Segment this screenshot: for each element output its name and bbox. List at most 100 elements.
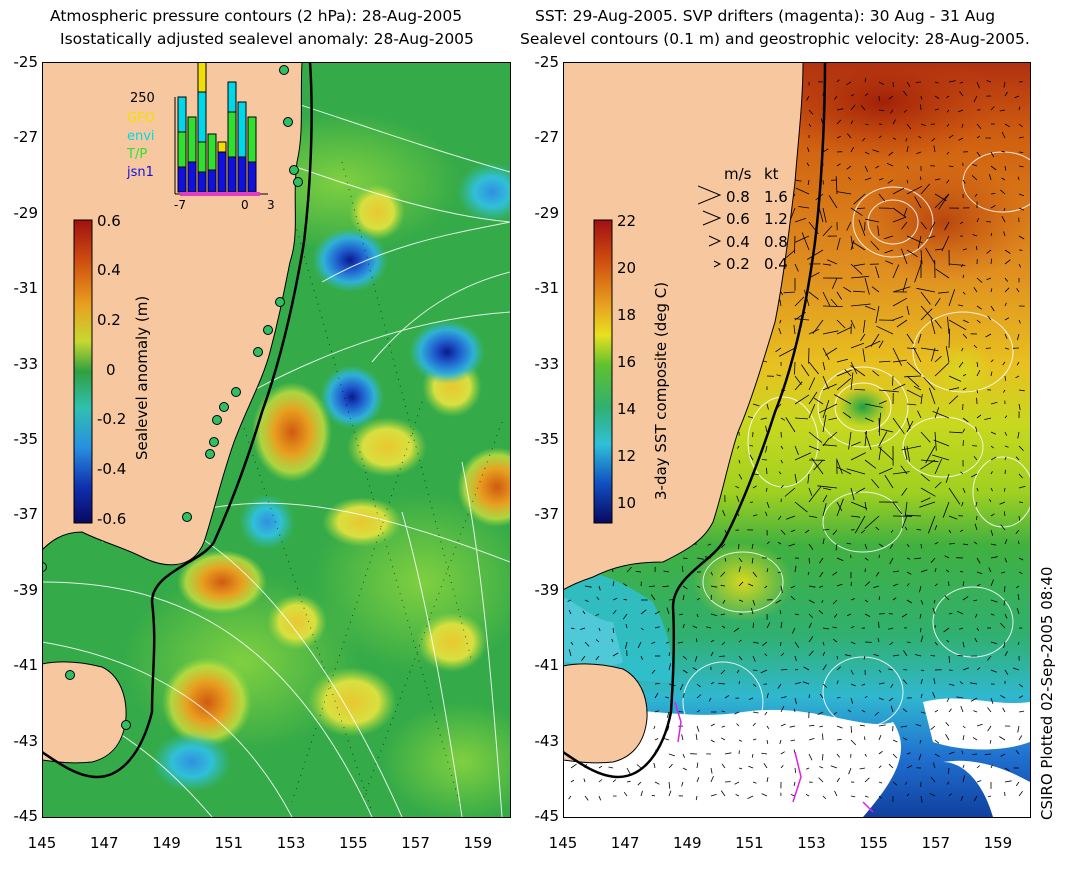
velocity-arrow	[962, 764, 965, 769]
velocity-arrow	[780, 765, 784, 769]
velocity-arrow	[900, 248, 908, 265]
velocity-arrow	[850, 319, 856, 329]
velocity-arrow	[914, 557, 922, 560]
velocity-arrow	[948, 375, 962, 382]
velocity-arrow	[933, 599, 936, 604]
lon-tick-label: 157	[921, 834, 951, 852]
velocity-arrow	[892, 739, 898, 743]
velocity-arrow	[822, 733, 824, 741]
velocity-arrow	[710, 775, 714, 783]
velocity-arrow	[654, 738, 659, 741]
velocity-arrow	[913, 385, 922, 391]
velocity-arrow	[976, 389, 978, 394]
velocity-arrow	[808, 487, 813, 496]
velocity-arrow	[990, 456, 997, 461]
velocity-arrow	[889, 543, 894, 549]
velocity-arrow	[779, 739, 782, 745]
velocity-arrow	[976, 780, 982, 783]
velocity-arrow	[836, 369, 852, 377]
velocity-arrow	[990, 764, 993, 769]
velocity-arrow	[860, 105, 866, 111]
velocity-arrow	[887, 179, 894, 184]
velocity-arrow	[976, 123, 982, 129]
velocity-arrow	[808, 557, 810, 564]
velocity-arrow	[640, 609, 647, 615]
velocity-arrow	[752, 403, 760, 407]
velocity-arrow	[848, 431, 852, 450]
velocity-arrow	[878, 135, 882, 139]
velocity-arrow	[654, 781, 660, 785]
velocity-arrow	[865, 218, 880, 223]
velocity-arrow	[682, 585, 688, 590]
velocity-arrow	[906, 752, 911, 755]
velocity-arrow	[874, 711, 880, 716]
velocity-arrow	[864, 599, 869, 603]
velocity-arrow	[765, 425, 768, 433]
velocity-arrow	[836, 466, 852, 475]
velocity-arrow	[761, 793, 768, 797]
velocity-arrow	[942, 501, 950, 518]
velocity-arrow	[974, 637, 978, 643]
velocity-arrow	[960, 471, 964, 475]
velocity-arrow	[948, 319, 967, 331]
lat-tick-label: -35	[13, 430, 39, 448]
lat-tick-label: -33	[13, 354, 39, 373]
velocity-arrow	[808, 650, 814, 657]
velocity-arrow	[803, 666, 810, 671]
velocity-arrow	[822, 179, 824, 185]
velocity-arrow	[920, 176, 922, 181]
velocity-arrow	[791, 627, 796, 634]
velocity-arrow	[668, 763, 673, 769]
velocity-arrow	[806, 249, 824, 260]
velocity-arrow	[892, 417, 905, 434]
velocity-arrow	[931, 137, 936, 142]
velocity-arrow	[846, 165, 852, 170]
velocity-arrow	[1004, 287, 1010, 293]
velocity-arrow	[892, 753, 898, 759]
velocity-arrow	[653, 762, 656, 769]
velocity-arrow	[974, 523, 978, 531]
velocity-arrow	[1000, 753, 1006, 757]
velocity-arrow	[776, 374, 782, 377]
velocity-arrow	[1018, 791, 1023, 797]
velocity-arrow	[822, 753, 824, 761]
velocity-arrow	[902, 679, 908, 685]
cb-left-tick: -0.6	[97, 510, 127, 528]
velocity-arrow	[984, 417, 992, 420]
velocity-arrow	[972, 753, 978, 755]
velocity-arrow	[976, 515, 978, 521]
velocity-arrow	[807, 147, 810, 153]
velocity-arrow	[933, 145, 936, 153]
velocity-arrow	[934, 542, 939, 545]
velocity-arrow	[721, 710, 726, 713]
velocity-arrow	[828, 417, 838, 421]
velocity-arrow	[948, 387, 960, 391]
velocity-arrow	[920, 308, 933, 321]
velocity-arrow	[962, 667, 969, 671]
velocity-arrow	[584, 585, 592, 588]
velocity-arrow	[752, 711, 759, 714]
velocity-arrow	[892, 347, 902, 366]
velocity-arrow	[934, 739, 940, 744]
velocity-arrow	[878, 467, 893, 475]
velocity-arrow	[860, 333, 866, 342]
lat-tick-label: -25	[534, 53, 560, 71]
velocity-arrow	[828, 195, 838, 209]
velocity-arrow	[570, 627, 575, 630]
velocity-arrow	[906, 249, 918, 258]
velocity-arrow	[682, 557, 688, 559]
velocity-arrow	[784, 487, 796, 497]
velocity-arrow	[959, 81, 964, 84]
velocity-arrow	[1018, 319, 1021, 324]
velocity-arrow	[906, 571, 912, 575]
velocity-arrow	[648, 585, 656, 587]
velocity-arrow	[914, 196, 922, 209]
velocity-arrow	[850, 263, 863, 275]
velocity-arrow	[900, 465, 908, 475]
velocity-arrow	[822, 444, 838, 447]
velocity-arrow	[900, 725, 908, 728]
velocity-arrow	[808, 694, 811, 699]
velocity-arrow	[844, 369, 852, 377]
lat-tick-label: -39	[534, 580, 560, 599]
velocity-arrow	[580, 627, 586, 630]
